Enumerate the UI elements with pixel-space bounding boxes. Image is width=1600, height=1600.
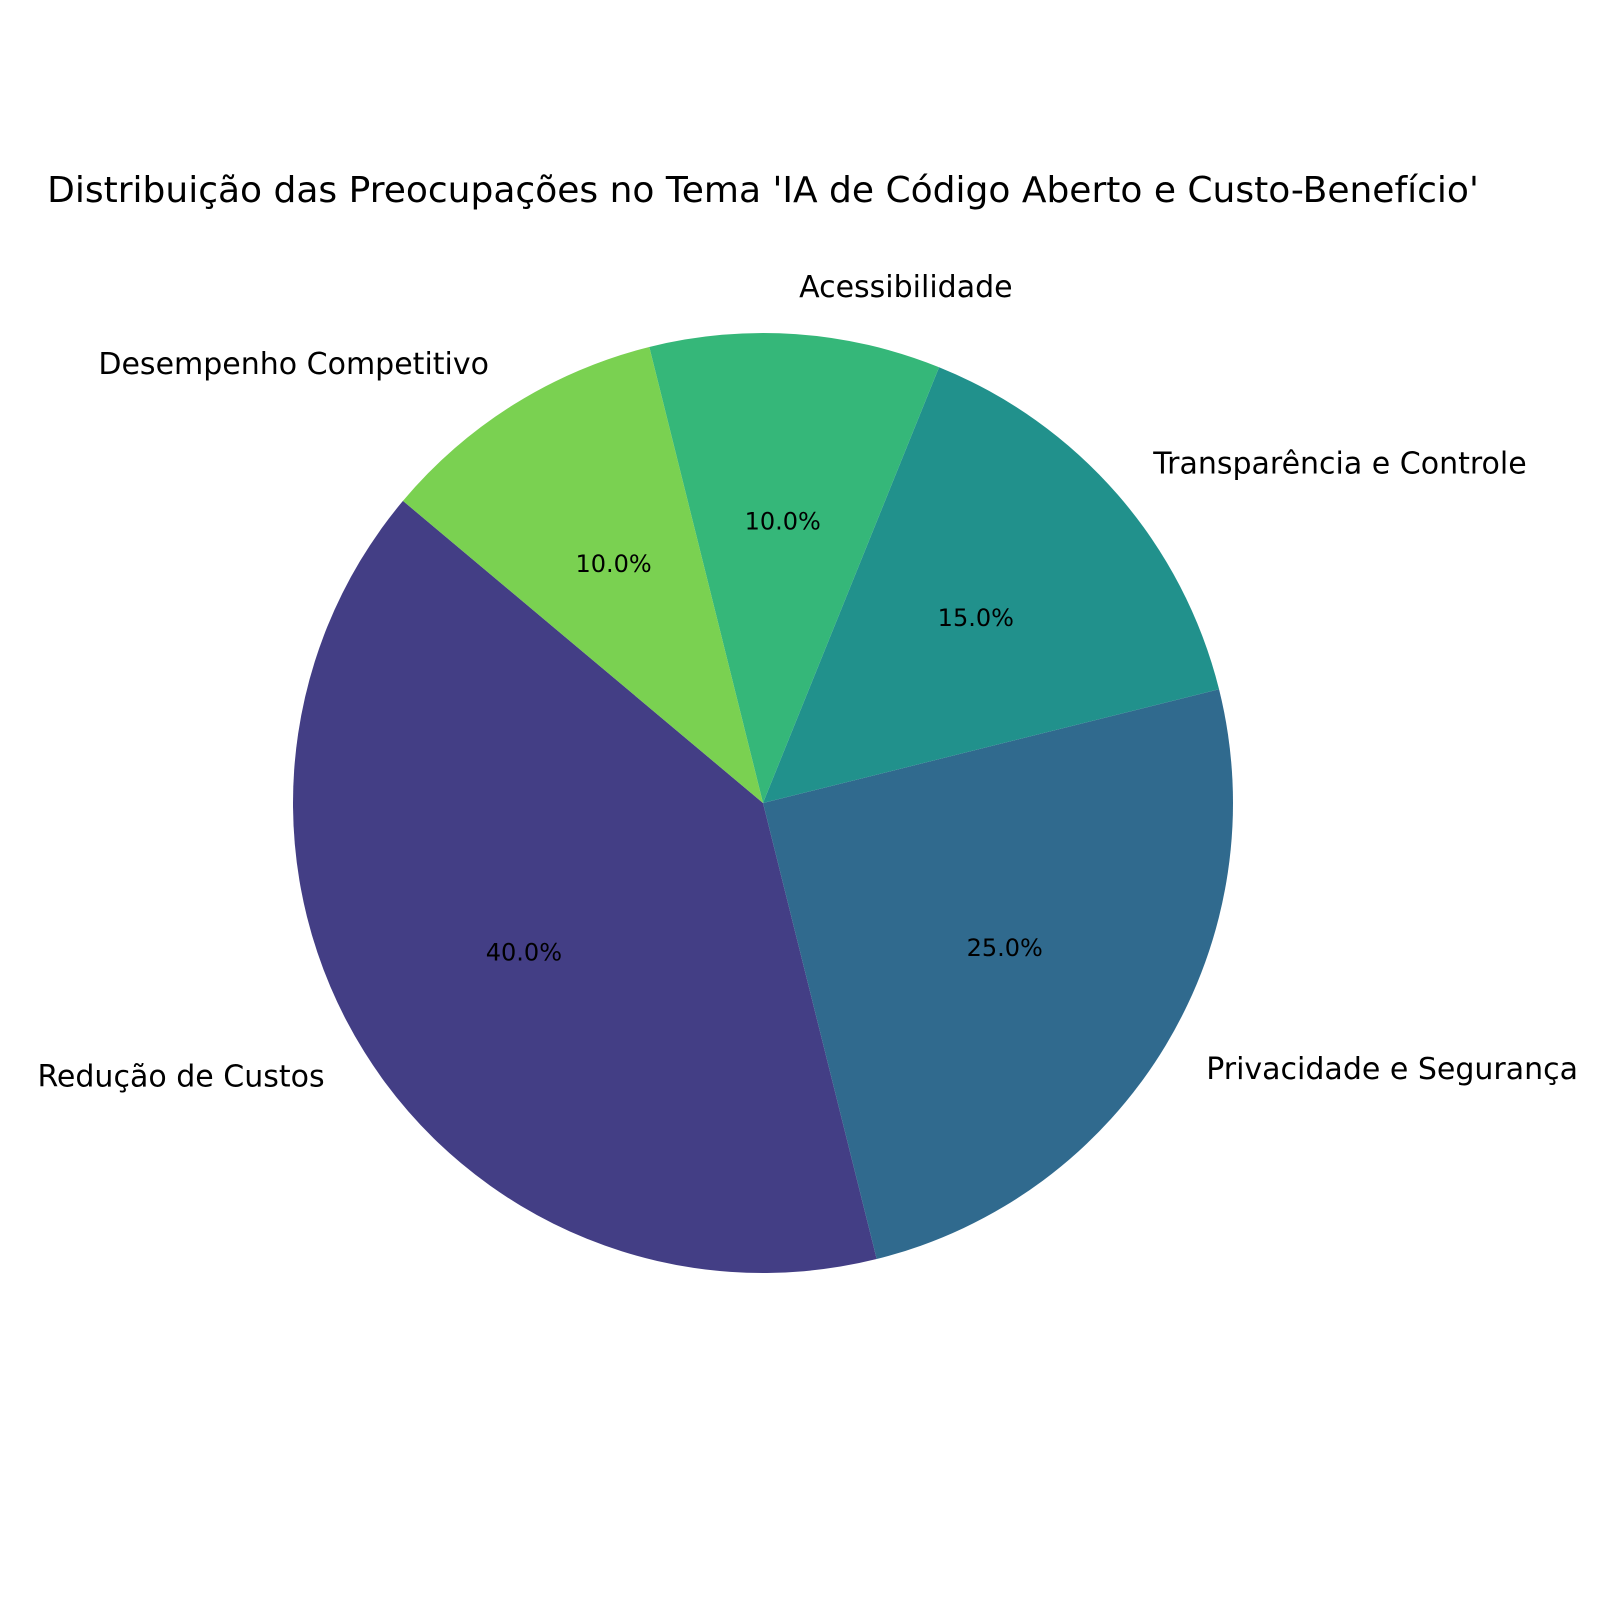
category-label-privacidade-e-seguranca: Privacidade e Segurança	[1206, 1052, 1578, 1087]
chart-title: Distribuição das Preocupações no Tema 'I…	[47, 170, 1479, 211]
pie-slice-privacidade-e-seguranca	[763, 689, 1234, 1260]
category-label-transparencia-e-controle: Transparência e Controle	[1152, 446, 1527, 481]
category-label-desempenho-competitivo: Desempenho Competitivo	[98, 347, 489, 382]
percent-label-acessibilidade: 10.0%	[745, 508, 821, 536]
pie-slice-acessibilidade	[649, 332, 940, 803]
pie-slice-reducao-de-custos	[293, 500, 877, 1273]
percent-label-transparencia-e-controle: 15.0%	[938, 604, 1014, 632]
category-label-reducao-de-custos: Redução de Custos	[37, 1060, 324, 1095]
pie-slice-desempenho-competitivo	[402, 346, 763, 803]
percent-label-reducao-de-custos: 40.0%	[486, 938, 562, 966]
pie-slice-transparencia-e-controle	[763, 367, 1220, 803]
pie-labels: 40.0% Redução de Custos 25.0% Privacidade e…	[37, 270, 1578, 1095]
pie-slices	[293, 332, 1234, 1273]
percent-label-privacidade-e-seguranca: 25.0%	[967, 934, 1043, 962]
percent-label-desempenho-competitivo: 10.0%	[575, 550, 651, 578]
category-label-acessibilidade: Acessibilidade	[799, 270, 1013, 305]
